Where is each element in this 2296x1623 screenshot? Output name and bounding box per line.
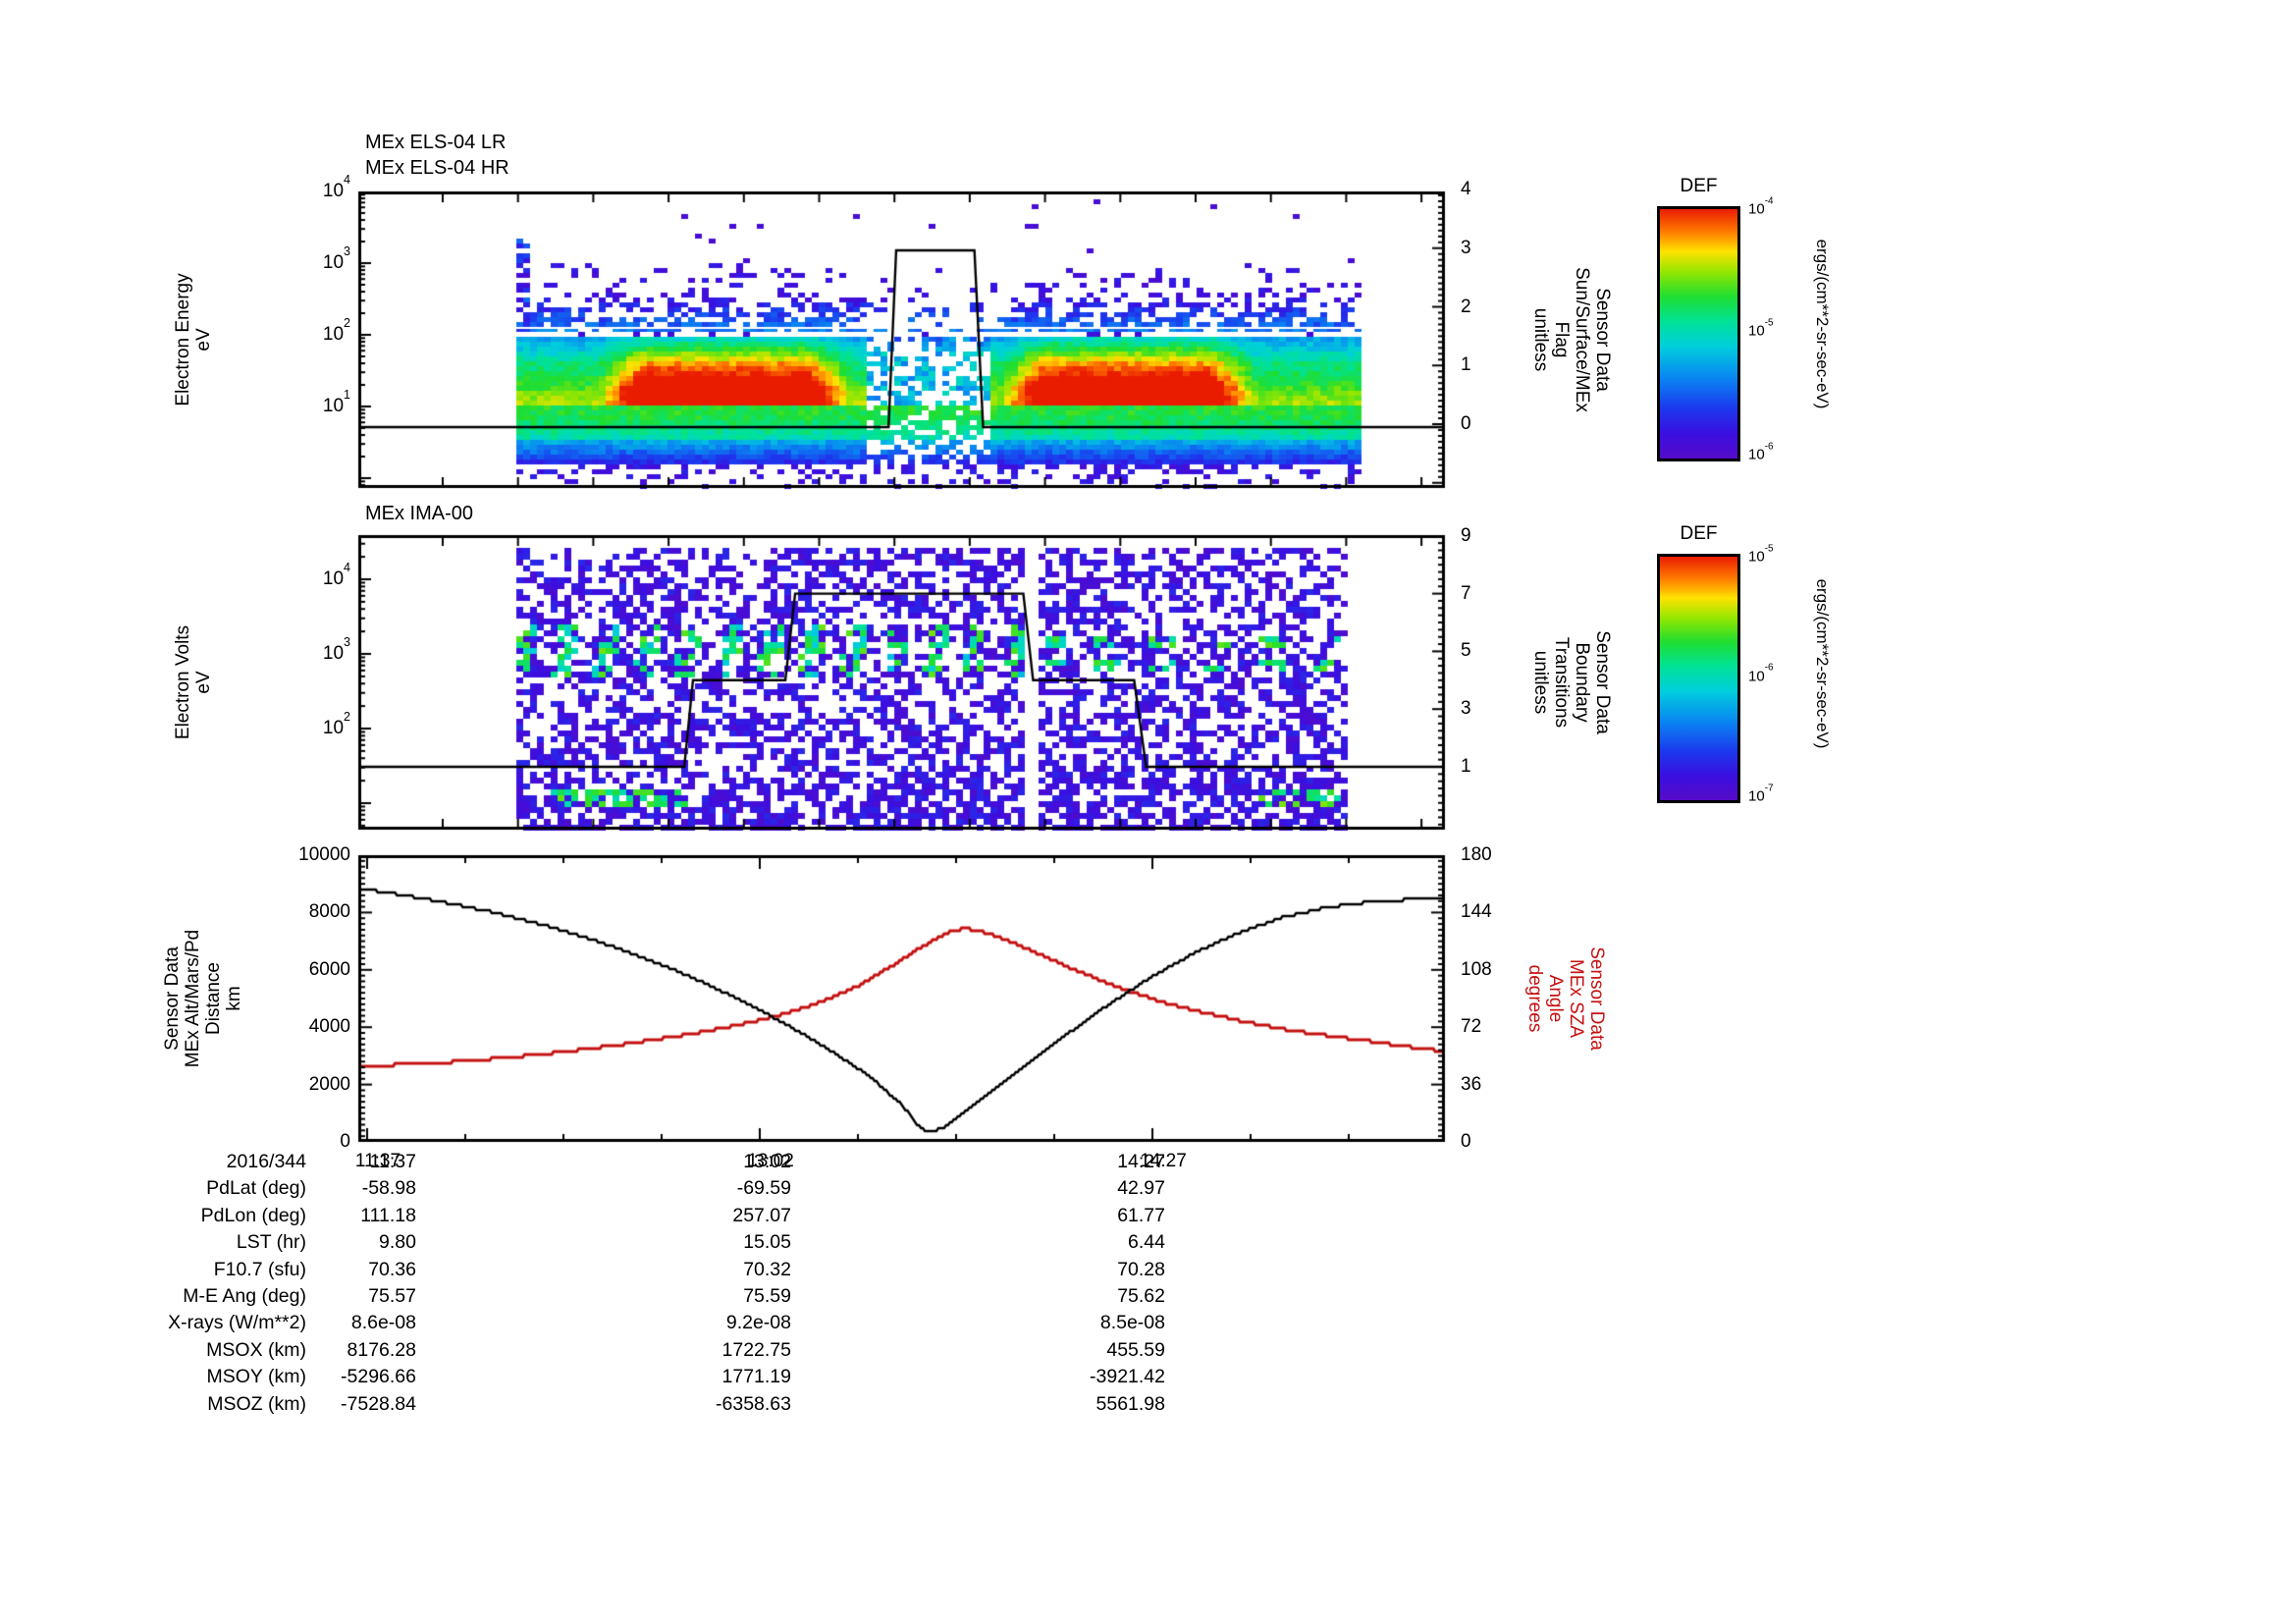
ima-right-axis-label: Sensor Data Boundary Transitions unitles… [1530,630,1613,734]
ima-transition-tick: 9 [1461,524,1471,546]
table-cell: 70.36 [368,1258,416,1280]
alt-y-tick: 10000 [298,844,350,865]
table-row-label: LST (hr) [236,1231,306,1254]
table-cell: -5296.66 [341,1366,416,1388]
table-cell: 75.62 [1117,1285,1165,1307]
sza-y-tick: 36 [1461,1073,1482,1095]
table-time-header: 11:37 [369,1151,416,1172]
table-cell: -6358.63 [716,1392,791,1415]
table-cell: 9.80 [379,1231,416,1254]
table-cell: 111.18 [360,1204,416,1226]
colorbar-scale-label: 10-6 [1748,662,1774,685]
table-cell: 455.59 [1106,1338,1165,1361]
els-title-hr: MEx ELS-04 HR [365,157,509,179]
colorbar-scale-label: 10-4 [1748,195,1774,218]
ima-y-tick: 102 [322,710,350,738]
table-cell: 75.59 [743,1285,791,1307]
table-cell: 9.2e-08 [725,1312,791,1334]
table-cell: 1722.75 [721,1338,792,1361]
ima-transition-tick: 3 [1461,698,1471,720]
els-y-tick: 101 [322,388,350,416]
table-cell: 15.05 [743,1231,791,1254]
colorbar-els [1657,206,1740,461]
sza-y-tick: 72 [1461,1016,1482,1038]
els-flag-tick: 0 [1461,413,1471,434]
ima-y-tick: 103 [322,635,350,664]
table-date-label: 2016/344 [226,1151,306,1172]
table-cell: 8176.28 [347,1338,417,1361]
table-row-label: MSOX (km) [206,1338,306,1361]
els-y-tick: 103 [322,244,350,273]
els-title-block: MEx ELS-04 LR MEx ELS-04 HR [365,130,509,181]
table-cell: 6.44 [1128,1231,1165,1254]
table-time-header: 13:02 [743,1151,791,1172]
ima-title: MEx IMA-00 [365,503,474,524]
table-cell: 257.07 [732,1204,791,1226]
alt-y-tick: 2000 [308,1073,350,1095]
colorbar-scale-label: 10-6 [1748,441,1774,463]
els-flag-tick: 4 [1461,179,1471,199]
table-cell: -58.98 [361,1177,416,1200]
colorbar-scale-label: 10-5 [1748,543,1774,566]
els-flag-tick: 3 [1461,237,1471,258]
sza-y-tick: 0 [1461,1131,1471,1152]
els-y-tick: 104 [322,173,350,201]
table-cell: -3921.42 [1090,1366,1165,1388]
alt-y-tick: 0 [340,1131,350,1152]
time-x-tick: 14:27 [1140,1151,1187,1171]
sza-y-tick: 180 [1461,844,1492,865]
time-x-tick: 11:37 [354,1151,401,1171]
ima-transition-tick: 1 [1461,756,1471,777]
els-right-axis-label: Sensor Data Sun/Surface/MEx Flag unitles… [1530,267,1613,412]
table-cell: 5561.98 [1095,1392,1166,1415]
table-row-label: PdLat (deg) [206,1177,306,1200]
els-title-lr: MEx ELS-04 LR [365,132,507,153]
ima-y-tick: 104 [322,561,350,589]
table-cell: -7528.84 [341,1392,416,1415]
table-cell: 75.57 [368,1285,416,1307]
table-cell: 61.77 [1117,1204,1165,1226]
table-row-label: PdLon (deg) [200,1204,306,1226]
colorbar-ima [1657,554,1740,803]
table-cell: 1771.19 [721,1366,792,1388]
table-cell: -69.59 [736,1177,791,1200]
colorbar-unit-label: ergs/(cm**2-sr-sec-eV) [1813,239,1832,409]
table-time-header: 14:27 [1117,1151,1165,1172]
table-row-label: M-E Ang (deg) [183,1285,306,1307]
colorbar-title: DEF [1680,523,1718,544]
table-row-label: F10.7 (sfu) [213,1258,306,1280]
alt-y-tick: 6000 [308,958,350,980]
table-row-label: MSOZ (km) [207,1392,306,1415]
alt-y-tick: 8000 [308,901,350,923]
table-row-label: MSOY (km) [206,1366,306,1388]
alt-y-tick: 4000 [308,1016,350,1038]
ima-transition-tick: 5 [1461,640,1471,662]
alt-left-axis-label: Sensor Data MEx Alt/Mars/Pd Distance km [162,929,244,1068]
ima-transition-tick: 7 [1461,582,1471,604]
ima-left-axis-label: Electron Volts eV [173,624,214,740]
els-left-axis-label: Electron Energy eV [173,273,214,406]
time-x-tick: 13:02 [747,1151,794,1171]
table-cell: 42.97 [1117,1177,1165,1200]
table-cell: 70.32 [743,1258,791,1280]
els-flag-tick: 1 [1461,354,1471,376]
table-cell: 8.5e-08 [1099,1312,1165,1334]
els-y-tick: 102 [322,316,350,345]
els-flag-tick: 2 [1461,296,1471,317]
sza-y-tick: 108 [1461,958,1492,980]
sza-y-tick: 144 [1461,901,1492,923]
sza-right-axis-label: Sensor Data MEx SZA Angle degrees [1524,947,1607,1051]
table-cell: 70.28 [1117,1258,1165,1280]
colorbar-unit-label: ergs/(cm**2-sr-sec-eV) [1813,578,1832,749]
colorbar-scale-label: 10-7 [1748,783,1774,805]
colorbar-scale-label: 10-5 [1748,317,1774,340]
table-row-label: X-rays (W/m**2) [168,1312,306,1334]
colorbar-title: DEF [1680,176,1718,196]
table-cell: 8.6e-08 [350,1312,416,1334]
